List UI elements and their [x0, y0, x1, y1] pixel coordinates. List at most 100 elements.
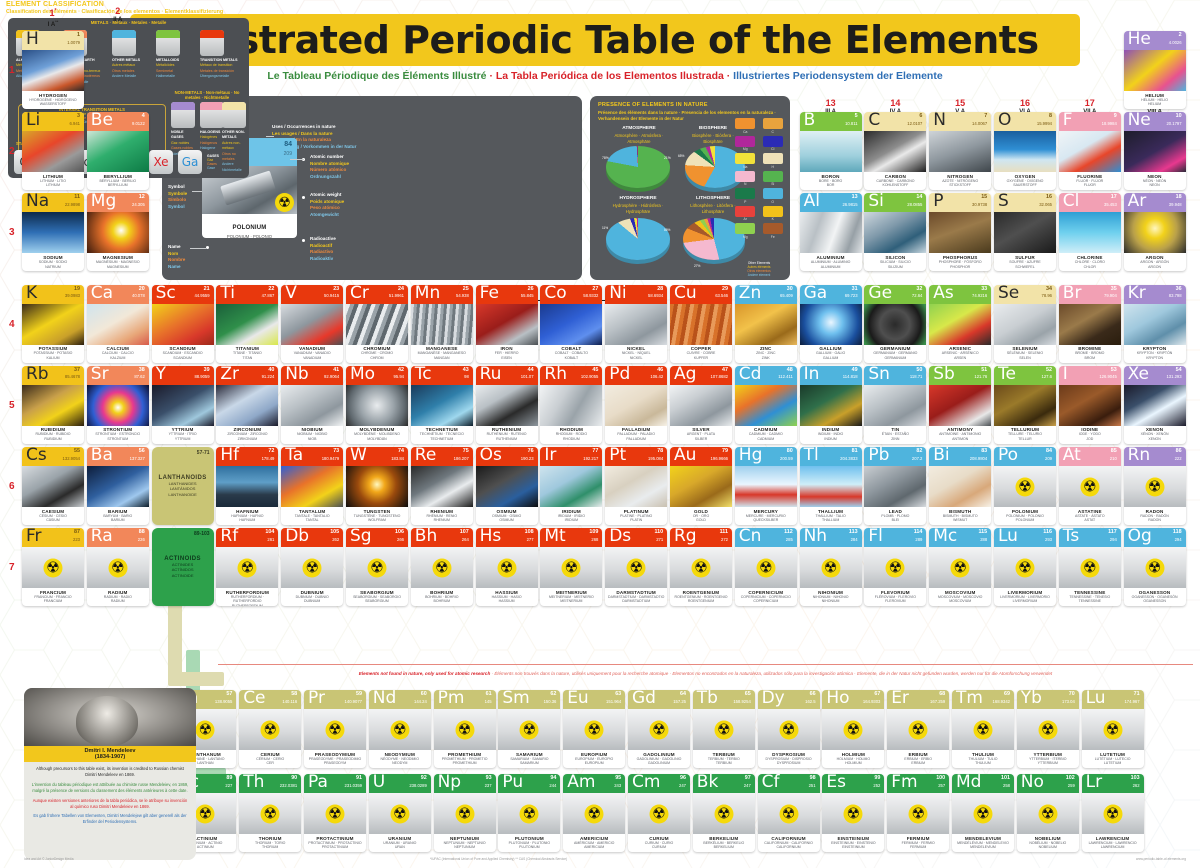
element-cell-rb[interactable]: Rb 37 85.4678 RUBIDIUM RUBIDIUM · RUBIDIO RUB… [22, 365, 84, 444]
element-cell-gd[interactable]: Gd 64 157.25 ☢ GADOLINIUM GADOLINIUM · GADOLI… [628, 690, 690, 768]
element-cell-cd[interactable]: Cd 48 112.411 CADMIUM CADMIUM · CADMIO CADMIU… [734, 365, 797, 444]
element-cell-nb[interactable]: Nb 41 92.9064 NIOBIUM NIOBIUM · NIOBIO NIOB [281, 365, 344, 444]
element-cell-xe[interactable]: Xe 54 131.293 XENON XÉNON · XENÓN XENON [1123, 365, 1186, 444]
element-cell-ne[interactable]: Ne 10 20.1797 NEON NÉON · NEÓN NEON [1123, 112, 1186, 191]
element-cell-pb[interactable]: Pb 82 207.2 LEAD PLOMB · PLOMO BLEI [864, 447, 927, 525]
element-cell-er[interactable]: Er 68 167.259 ☢ ERBIUM ERBIUM · ERBIO ERBIUM [887, 690, 950, 768]
element-cell-zn[interactable]: Zn 30 65.409 ZINC ZINC · ZINC ZINK [734, 284, 797, 363]
element-cell-tb[interactable]: Tb 65 158.9254 ☢ TERBIUM TERBIUM · TERBIO TERB… [692, 690, 755, 768]
element-cell-y[interactable]: Y 39 88.9059 YTTRIUM YTTRIUM · ITRIO YTTRIUM [151, 365, 214, 444]
element-cell-hs[interactable]: Hs 108 277 ☢ HASSIUM HASSIUM · HASIO HASSIUM [475, 528, 538, 607]
element-cell-sb[interactable]: Sb 51 121.76 ANTIMONY ANTIMOINE · ANTIMONIO A… [929, 365, 992, 444]
element-cell-in[interactable]: In 49 114.818 INDIUM INDIUM · INDIO INDIUM [799, 365, 862, 444]
element-cell-c[interactable]: C 6 12.0107 CARBON CARBONE · CARBONO KOHLENST… [864, 112, 927, 191]
element-cell-si[interactable]: Si 14 28.0855 SILICON SILICIUM · SILICIO SILI… [864, 193, 927, 272]
element-cell-br[interactable]: Br 35 79.904 BROMINE BROME · BROMO BROM [1058, 284, 1121, 363]
element-cell-ni[interactable]: Ni 28 58.6934 NICKEL NICKEL · NÍQUEL NICKEL [605, 284, 668, 363]
element-cell-pr[interactable]: Pr 59 140.9077 ☢ PRASEODYMIUM PRASÉODYME · PR… [304, 690, 366, 768]
element-cell-re[interactable]: Re 75 186.207 RHENIUM RHÉNIUM · RENIO RHENIUM [410, 447, 473, 525]
element-cell-pa[interactable]: Pa 91 231.0359 ☢ PROTACTINIUM PROTACTINIUM · … [304, 774, 366, 852]
element-cell-rf[interactable]: Rf 104 261 ☢ RUTHERFORDIUM RUTHERFORDIUM · RU… [216, 528, 279, 607]
element-cell-v[interactable]: V 23 50.9415 VANADIUM VANADIUM · VANADIO VANA… [281, 284, 344, 363]
element-cell-dy[interactable]: Dy 66 162.5 ☢ DYSPROSIUM DYSPROSIUM · DISPROS… [757, 690, 820, 768]
element-cell-cm[interactable]: Cm 96 247 ☢ CURIUM CURIUM · CURIO CURIUM [628, 774, 690, 852]
element-cell-sr[interactable]: Sr 38 87.62 STRONTIUM STRONTIUM · ESTRONCIO S… [86, 365, 149, 444]
element-cell-w[interactable]: W 74 183.84 TUNGSTEN TUNGSTÈNE · TUNGSTENO WO… [346, 447, 408, 525]
element-cell-co[interactable]: Co 27 58.9332 COBALT COBALT · COBALTO KOBALT [540, 284, 603, 363]
element-cell-eu[interactable]: Eu 63 151.964 ☢ EUROPIUM EUROPIUM · EUROPIO EU… [563, 690, 626, 768]
element-cell-bi[interactable]: Bi 83 208.9804 BISMUTH BISMUTH · BISMUTO WISM… [929, 447, 992, 525]
element-cell-sg[interactable]: Sg 106 266 ☢ SEABORGIUM SEABORGIUM · SEABORGI… [346, 528, 408, 607]
element-cell-db[interactable]: Db 105 262 ☢ DUBNIUM DUBNIUM · DUBNIO DUBNIUM [281, 528, 344, 607]
element-cell-ge[interactable]: Ge 32 72.64 GERMANIUM GERMANIUM · GERMANIO GE… [864, 284, 927, 363]
element-cell-ds[interactable]: Ds 110 271 ☢ DARMSTADTIUM DARMSTADTIUM · DARM… [605, 528, 668, 607]
element-cell-p[interactable]: P 15 30.9738 PHOSPHORUS PHOSPHORE · FÓSFORO P… [929, 193, 992, 272]
element-cell-as[interactable]: As 33 74.9216 ARSENIC ARSENIC · ARSÉNICO ARSE… [929, 284, 992, 363]
element-cell-b[interactable]: B 5 10.811 BORON BORE · BORO BOR [799, 112, 862, 191]
element-cell-at[interactable]: At 85 210 ☢ ASTATINE ASTATE · ÁSTATO ASTAT [1058, 447, 1121, 525]
element-cell-np[interactable]: Np 93 237 ☢ NEPTUNIUM NEPTUNIUM · NEPTUNIO NEP… [433, 774, 496, 852]
element-cell-pt[interactable]: Pt 78 195.084 PLATINUM PLATINE · PLATINO PLAT… [605, 447, 668, 525]
element-cell-ir[interactable]: Ir 77 192.217 IRIDIUM IRIDIUM · IRIDIO IRIDIU… [540, 447, 603, 525]
element-cell-am[interactable]: Am 95 243 ☢ AMERICIUM AMÉRICIUM · AMERICIO AME… [563, 774, 626, 852]
element-cell-no[interactable]: No 102 259 ☢ NOBELIUM NOBÉLIUM · NOBELIO NOBEL… [1016, 774, 1079, 852]
element-cell-bh[interactable]: Bh 107 264 ☢ BOHRIUM BOHRIUM · BOHRIO BOHRIUM [410, 528, 473, 607]
element-cell-he[interactable]: He 2 4.0026 HELIUM HÉLIUM · HELIO HELIUM [1123, 31, 1186, 109]
element-cell-ce[interactable]: Ce 58 140.116 ☢ CERIUM CÉRIUM · CERIO CER [239, 690, 302, 768]
element-cell-h[interactable]: H 1 1.0079 HYDROGEN HYDROGÈNE · HIDRÓGENO WAS… [22, 31, 84, 109]
element-cell-tl[interactable]: Tl 81 204.3833 THALLIUM THALLIUM · TALIO THAL… [799, 447, 862, 525]
element-cell-ti[interactable]: Ti 22 47.867 TITANIUM TITANE · TITANIO TITAN [216, 284, 279, 363]
element-cell-ho[interactable]: Ho 67 164.9303 ☢ HOLMIUM HOLMIUM · HOLMIO HOLM… [822, 690, 885, 768]
element-cell-mt[interactable]: Mt 109 268 ☢ MEITNERIUM MEITNERIUM · MEITNERI… [540, 528, 603, 607]
element-cell-f[interactable]: F 9 18.9984 FLUORINE FLUOR · FLÚOR FLUOR [1058, 112, 1121, 191]
element-cell-ag[interactable]: Ag 47 107.8682 SILVER ARGENT · PLATA SILBER [670, 365, 732, 444]
element-cell-cr[interactable]: Cr 24 51.9961 CHROMIUM CHROME · CROMO CHROM [346, 284, 408, 363]
element-cell-kr[interactable]: Kr 36 83.798 KRYPTON KRYPTON · KRIPTÓN KRYPTO… [1123, 284, 1186, 363]
element-cell-fm[interactable]: Fm 100 257 ☢ FERMIUM FERMIUM · FERMIO FERMIUM [887, 774, 950, 852]
element-cell-sc[interactable]: Sc 21 44.9559 SCANDIUM SCANDIUM · ESCANDIO SC… [151, 284, 214, 363]
element-cell-i[interactable]: I 53 126.9045 IODINE IODE · YODO JOD [1058, 365, 1121, 444]
element-cell-hf[interactable]: Hf 72 178.49 HAFNIUM HAFNIUM · HAFNIO HAFNIUM [216, 447, 279, 525]
actinoids-placeholder[interactable]: 89-103 ACTINOIDS ACTINIDES ACTÍNIDOS ACTINOI… [151, 528, 214, 607]
element-cell-rh[interactable]: Rh 45 102.9055 RHODIUM RHODIUM · RODIO RHODIU… [540, 365, 603, 444]
element-cell-li[interactable]: Li 3 6.941 LITHIUM LITHIUM · LITIO LITHIUM [22, 112, 84, 191]
element-cell-mo[interactable]: Mo 42 95.94 MOLYBDENUM MOLYBDÈNE · MOLIBDENO… [346, 365, 408, 444]
element-cell-ra[interactable]: Ra 88 226 ☢ RADIUM RADIUM · RADIO RADIUM [86, 528, 149, 607]
element-cell-mn[interactable]: Mn 25 54.938 MANGANESE MANGANÈSE · MANGANESO… [410, 284, 473, 363]
element-cell-u[interactable]: U 92 238.0289 ☢ URANIUM URANIUM · URANIO URAN [368, 774, 431, 852]
element-cell-lu[interactable]: Lu 71 174.967 ☢ LUTETIUM LUTÉTIUM · LUTECIO LU… [1081, 690, 1144, 768]
element-cell-cs[interactable]: Cs 55 132.9054 CAESIUM CÉSIUM · CESIO CÄSIUM [22, 447, 84, 525]
element-cell-be[interactable]: Be 4 9.0122 BERYLLIUM BÉRYLLIUM · BERILIO BER… [86, 112, 149, 191]
element-cell-ru[interactable]: Ru 44 101.07 RUTHENIUM RUTHÉNIUM · RUTENIO RU… [475, 365, 538, 444]
element-cell-s[interactable]: S 16 32.065 SULFUR SOUFRE · AZUFRE SCHWEFEL [994, 193, 1056, 272]
element-cell-ta[interactable]: Ta 73 180.9479 TANTALUM TANTALE · TANTALIO TA… [281, 447, 344, 525]
element-cell-lu[interactable]: Lu 116 293 ☢ LIVERMORIUM LIVERMORIUM · LIVERM… [994, 528, 1056, 607]
element-cell-mc[interactable]: Mc 115 288 ☢ MOSCOVIUM MOSCOVIUM · MOSCOVIO MO… [929, 528, 992, 607]
element-cell-th[interactable]: Th 90 232.0381 ☢ THORIUM THORIUM · TORIO THORI… [239, 774, 302, 852]
element-cell-og[interactable]: Og 118 294 ☢ OGANESSON OGANESSON · OGANESÓN OG… [1123, 528, 1186, 607]
element-cell-os[interactable]: Os 76 190.23 OSMIUM OSMIUM · OSMIO OSMIUM [475, 447, 538, 525]
element-cell-ga[interactable]: Ga 31 69.723 GALLIUM GALLIUM · GALIO GALLIUM [799, 284, 862, 363]
element-cell-ca[interactable]: Ca 20 40.078 CALCIUM CALCIUM · CALCIO KALZIUM [86, 284, 149, 363]
element-cell-tc[interactable]: Tc 43 98 TECHNETIUM TECHNÉTIUM · TECNECIO TEC… [410, 365, 473, 444]
element-cell-o[interactable]: O 8 15.9994 OXYGEN OXYGÈNE · OXÍGENO SAUERSTO… [994, 112, 1056, 191]
element-cell-ts[interactable]: Ts 117 294 ☢ TENNESSINE TENNESSINE · TENESIO T… [1058, 528, 1121, 607]
element-cell-ba[interactable]: Ba 56 137.327 BARIUM BARYUM · BARIO BARIUM [86, 447, 149, 525]
element-cell-cf[interactable]: Cf 98 251 ☢ CALIFORNIUM CALIFORNIUM · CALIFOR… [757, 774, 820, 852]
element-cell-fr[interactable]: Fr 87 223 ☢ FRANCIUM FRANCIUM · FRANCIO FRANCI… [22, 528, 84, 607]
element-cell-nh[interactable]: Nh 113 284 ☢ NIHONIUM NIHONIUM · NIHONIO NIHON… [799, 528, 862, 607]
element-cell-md[interactable]: Md 101 258 ☢ MENDELEVIUM MENDÉLÉVIUM · MENDEL… [952, 774, 1014, 852]
element-cell-yb[interactable]: Yb 70 173.04 ☢ YTTERBIUM YTTERBIUM · ITERBIO Y… [1016, 690, 1079, 768]
element-cell-rn[interactable]: Rn 86 222 ☢ RADON RADON · RADÓN RADON [1123, 447, 1186, 525]
element-cell-bk[interactable]: Bk 97 247 ☢ BERKELIUM BERKÉLIUM · BERKELIO BER… [692, 774, 755, 852]
element-cell-tm[interactable]: Tm 69 168.9342 ☢ THULIUM THULIUM · TULIO THULI… [952, 690, 1014, 768]
element-cell-n[interactable]: N 7 14.0067 NITROGEN AZOTE · NITRÓGENO STICKS… [929, 112, 992, 191]
element-cell-al[interactable]: Al 13 26.9815 ALUMINIUM ALUMINIUM · ALUMINIO… [799, 193, 862, 272]
element-cell-es[interactable]: Es 99 252 ☢ EINSTEINIUM EINSTEINIUM · EINSTEN… [822, 774, 885, 852]
element-cell-nd[interactable]: Nd 60 144.24 ☢ NEODYMIUM NÉODYME · NEODIMIO NE… [368, 690, 431, 768]
element-cell-pd[interactable]: Pd 46 106.42 PALLADIUM PALLADIUM · PALADIO PA… [605, 365, 668, 444]
element-cell-pm[interactable]: Pm 61 145 ☢ PROMETHIUM PROMÉTHIUM · PROMETIO P… [433, 690, 496, 768]
element-cell-cn[interactable]: Cn 112 285 ☢ COPERNICIUM COPERNICIUM · COPERN… [734, 528, 797, 607]
element-cell-sn[interactable]: Sn 50 118.71 TIN ÉTAIN · ESTAÑO ZINN [864, 365, 927, 444]
element-cell-sm[interactable]: Sm 62 150.36 ☢ SAMARIUM SAMARIUM · SAMARIO SAM… [498, 690, 561, 768]
